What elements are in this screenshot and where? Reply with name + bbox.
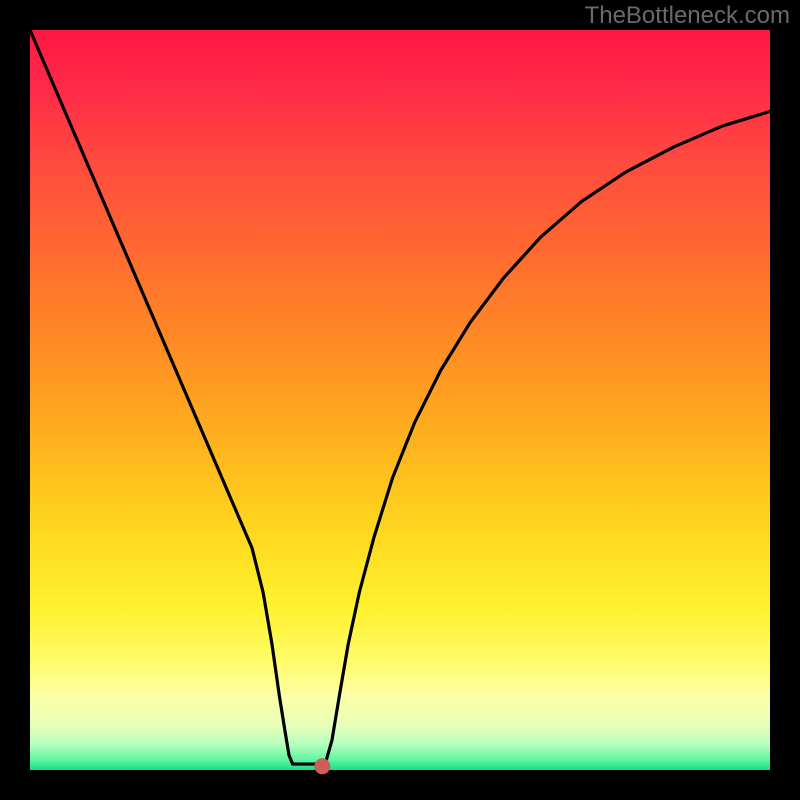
optimal-point-marker [314, 758, 330, 774]
chart-svg [30, 30, 770, 770]
bottleneck-chart [30, 30, 770, 770]
chart-background [30, 30, 770, 770]
watermark-label: TheBottleneck.com [585, 2, 790, 30]
